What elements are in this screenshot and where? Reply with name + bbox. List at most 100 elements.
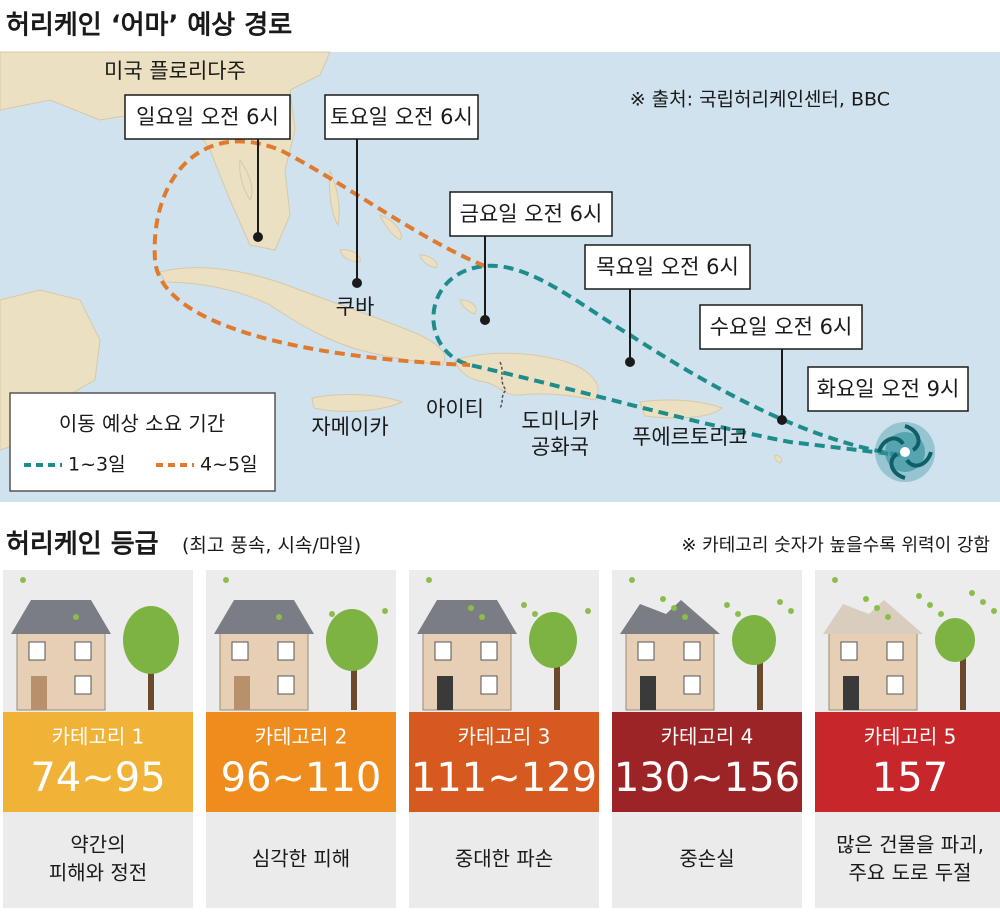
legend-label: 4~5일 <box>200 454 258 476</box>
debris <box>329 611 335 617</box>
category-band <box>409 712 599 812</box>
house-roof <box>214 600 314 634</box>
house-window <box>28 641 46 661</box>
debris <box>969 590 975 596</box>
tree-trunk <box>554 650 560 710</box>
effect-area <box>409 812 599 908</box>
map-title: 허리케인 ‘어마’ 예상 경로 <box>6 11 292 41</box>
debris <box>20 577 26 583</box>
debris <box>777 599 783 605</box>
category-band <box>3 712 193 812</box>
house-window <box>637 641 655 661</box>
grade-card: 카테고리 3 111~129 중대한 파손 <box>409 570 599 908</box>
grade-card: 카테고리 2 96~110 심각한 피해 <box>206 570 396 908</box>
debris <box>382 608 388 614</box>
speed-range: 130~156 <box>614 755 800 801</box>
grades-title: 허리케인 등급 <box>6 530 159 560</box>
path-point <box>352 278 362 288</box>
grade-card: 카테고리 5 157 많은 건물을 파괴, 주요 도로 두절 <box>815 570 1000 908</box>
category-label: 카테고리 1 <box>52 725 145 749</box>
category-label: 카테고리 2 <box>255 725 348 749</box>
tree-crown <box>935 618 975 662</box>
house-door <box>437 676 453 710</box>
tree-trunk <box>757 650 763 710</box>
house-window <box>231 641 249 661</box>
debris <box>223 577 229 583</box>
callout-label: 일요일 오전 6시 <box>136 105 279 129</box>
house-window <box>886 675 904 695</box>
effect-area <box>206 812 396 908</box>
house-window <box>277 675 295 695</box>
speed-range: 96~110 <box>221 755 382 801</box>
hurricane-icon <box>875 422 935 482</box>
tree-trunk <box>148 650 154 710</box>
house-door <box>234 676 250 710</box>
tree-trunk <box>351 650 357 710</box>
legend-title: 이동 예상 소요 기간 <box>59 412 225 436</box>
effect-text: 많은 건물을 파괴, <box>836 833 984 857</box>
debris <box>991 608 997 614</box>
effect-area <box>3 812 193 908</box>
grades-subtitle: (최고 풍속, 시속/마일) <box>182 535 361 557</box>
callout-box <box>124 94 291 140</box>
tree-crown <box>529 612 577 668</box>
house-window <box>480 641 498 661</box>
grade-card: 카테고리 4 130~156 중손실 <box>612 570 802 908</box>
debris <box>479 614 485 620</box>
debris <box>980 599 986 605</box>
debris <box>532 611 538 617</box>
effect-area <box>815 812 1000 908</box>
category-band <box>206 712 396 812</box>
callout-label: 금요일 오전 6시 <box>460 202 603 226</box>
callout-label: 목요일 오전 6시 <box>596 255 739 279</box>
legend-label: 1~3일 <box>68 454 126 476</box>
callout-box <box>449 191 613 237</box>
place-label: 자메이카 <box>311 415 388 439</box>
speed-range: 111~129 <box>411 755 597 801</box>
callout-label: 수요일 오전 6시 <box>710 315 853 339</box>
legend-box <box>9 392 276 492</box>
place-label: 푸에르토리코 <box>632 425 748 449</box>
place-label: 쿠바 <box>336 295 375 319</box>
house-window <box>886 641 904 661</box>
callout-box <box>807 366 969 412</box>
house-window <box>277 641 295 661</box>
debris <box>682 614 688 620</box>
effect-text: 약간의 <box>70 833 125 857</box>
debris <box>724 602 730 608</box>
category-label: 카테고리 3 <box>458 725 551 749</box>
path-point <box>777 415 787 425</box>
place-label: 아이티 <box>426 397 484 421</box>
category-label: 카테고리 4 <box>661 725 754 749</box>
effect-text: 주요 도로 두절 <box>848 861 971 885</box>
callout-label: 화요일 오전 9시 <box>817 377 960 401</box>
grades-note: ※ 카테고리 숫자가 높을수록 위력이 강함 <box>681 535 990 556</box>
house-door <box>640 676 656 710</box>
effect-text: 피해와 정전 <box>49 861 147 885</box>
debris <box>426 577 432 583</box>
category-label: 카테고리 5 <box>864 725 957 749</box>
callout-box <box>324 94 479 140</box>
house-roof <box>620 600 720 634</box>
debris <box>916 593 922 599</box>
debris <box>885 614 891 620</box>
house-window <box>683 675 701 695</box>
debris <box>927 602 933 608</box>
path-point <box>625 357 635 367</box>
debris <box>276 614 282 620</box>
speed-range: 157 <box>872 755 948 801</box>
path-point <box>253 232 263 242</box>
tree-crown <box>123 606 179 674</box>
debris <box>521 602 527 608</box>
house-roof <box>823 600 923 634</box>
debris <box>585 608 591 614</box>
callout-label: 토요일 오전 6시 <box>330 105 473 129</box>
callout-box <box>584 244 751 290</box>
tree-crown <box>326 609 378 671</box>
debris <box>832 577 838 583</box>
house-window <box>683 641 701 661</box>
debris <box>788 608 794 614</box>
